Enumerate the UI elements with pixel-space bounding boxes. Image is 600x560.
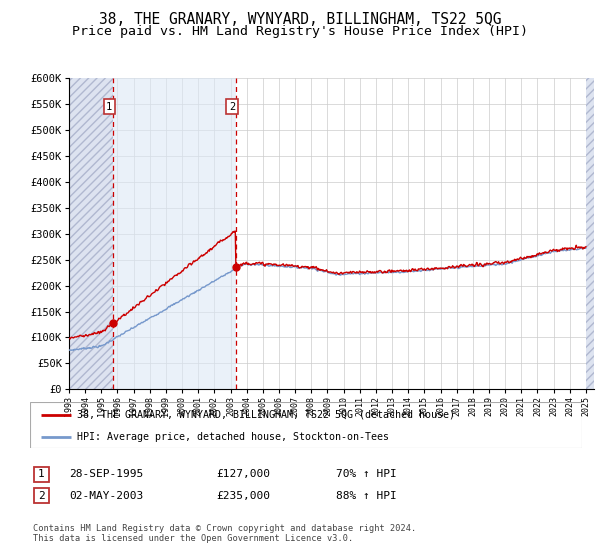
Text: £127,000: £127,000 xyxy=(216,469,270,479)
Text: 38, THE GRANARY, WYNYARD, BILLINGHAM, TS22 5QG (detached house): 38, THE GRANARY, WYNYARD, BILLINGHAM, TS… xyxy=(77,410,455,420)
Text: 88% ↑ HPI: 88% ↑ HPI xyxy=(336,491,397,501)
Text: 1: 1 xyxy=(38,469,45,479)
Bar xyxy=(69,78,113,389)
Text: Contains HM Land Registry data © Crown copyright and database right 2024.
This d: Contains HM Land Registry data © Crown c… xyxy=(33,524,416,543)
Text: HPI: Average price, detached house, Stockton-on-Tees: HPI: Average price, detached house, Stoc… xyxy=(77,432,389,441)
Text: 1: 1 xyxy=(106,102,112,111)
Bar xyxy=(113,78,236,389)
Text: 2: 2 xyxy=(229,102,235,111)
Text: 38, THE GRANARY, WYNYARD, BILLINGHAM, TS22 5QG: 38, THE GRANARY, WYNYARD, BILLINGHAM, TS… xyxy=(99,12,501,27)
Bar xyxy=(586,78,594,389)
Text: 28-SEP-1995: 28-SEP-1995 xyxy=(69,469,143,479)
Text: 02-MAY-2003: 02-MAY-2003 xyxy=(69,491,143,501)
Text: £235,000: £235,000 xyxy=(216,491,270,501)
Text: 2: 2 xyxy=(38,491,45,501)
Text: Price paid vs. HM Land Registry's House Price Index (HPI): Price paid vs. HM Land Registry's House … xyxy=(72,25,528,38)
Text: 70% ↑ HPI: 70% ↑ HPI xyxy=(336,469,397,479)
